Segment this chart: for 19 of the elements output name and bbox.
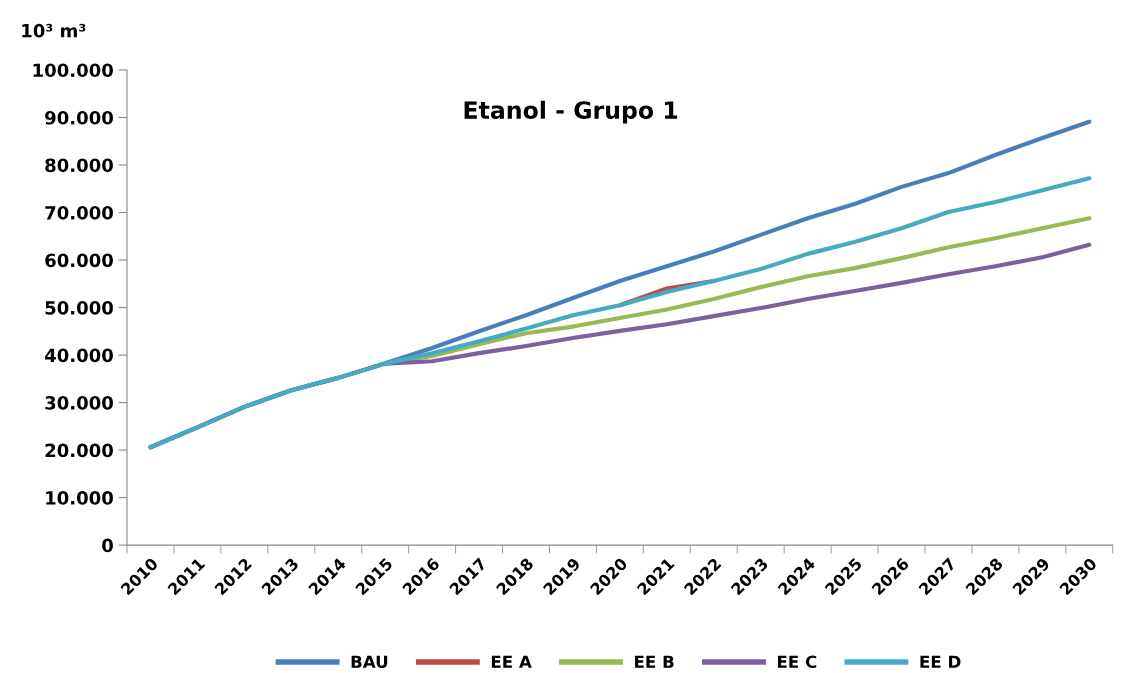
y-tick-label: 30.000 xyxy=(45,396,113,410)
y-tick-label: 100.000 xyxy=(33,63,113,78)
y-tick-label: 70.000 xyxy=(45,205,113,220)
y-tick-label: 50.000 xyxy=(45,301,113,315)
y-tick-label: 40.000 xyxy=(44,348,113,363)
legend-label: EE A xyxy=(491,655,532,668)
y-tick-label: 0 xyxy=(102,538,113,553)
legend-label: BAU xyxy=(351,655,388,669)
legend-label: EE D xyxy=(920,655,961,668)
y-tick-label: 80.000 xyxy=(45,158,113,173)
text: Etanol - Grupo 1 xyxy=(464,100,678,124)
line-series xyxy=(148,176,1092,450)
legend-label: EE C xyxy=(777,655,817,669)
y-tick-label: 90.000 xyxy=(45,110,113,125)
y-tick-label: 10.000 xyxy=(46,491,113,505)
y-axis-title: 10³ m³ xyxy=(22,23,86,38)
y-tick-label: 20.000 xyxy=(45,443,113,458)
legend-label: EE B xyxy=(635,655,674,668)
y-tick-label: 60.000 xyxy=(45,253,113,268)
